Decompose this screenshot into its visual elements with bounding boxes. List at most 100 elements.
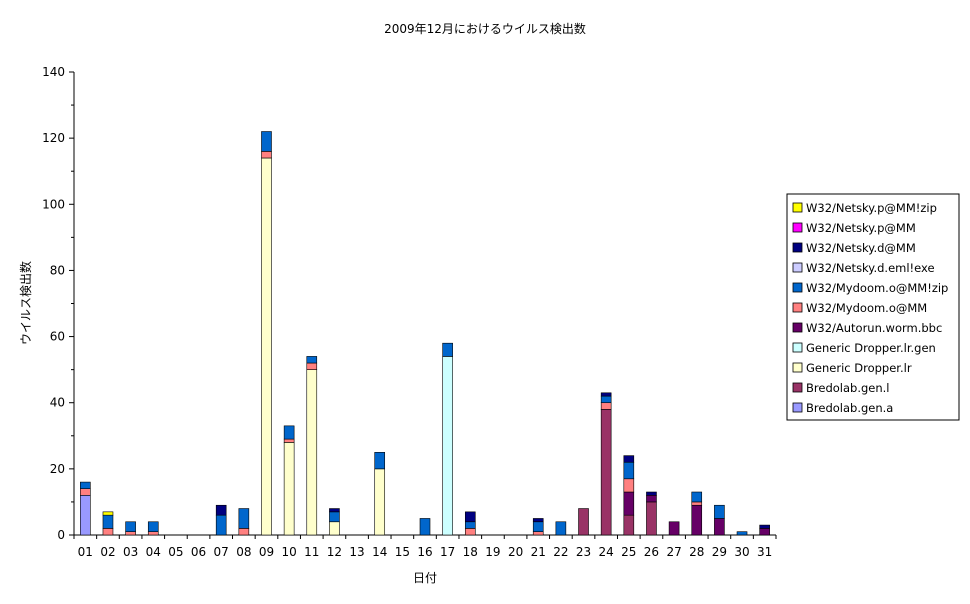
bar-segment [374, 452, 386, 470]
y-tick-label: 0 [57, 528, 65, 542]
bar-segment [238, 528, 250, 536]
bar-segment [555, 521, 567, 536]
bar-segment [102, 514, 114, 529]
legend-swatch [792, 322, 803, 333]
x-tick-label: 10 [281, 545, 296, 559]
legend-label: W32/Autorun.worm.bbc [806, 321, 942, 335]
y-tick-label: 140 [42, 65, 65, 79]
bar-segment [102, 511, 114, 516]
bar-segment [306, 369, 318, 536]
legend-label: W32/Mydoom.o@MM [806, 301, 927, 315]
bar-segment [238, 508, 250, 529]
x-tick-label: 03 [123, 545, 138, 559]
bar-segment [125, 521, 136, 532]
legend-swatch [792, 202, 803, 213]
bar-segment [736, 531, 748, 536]
x-tick-label: 25 [621, 545, 636, 559]
legend-label: Generic Dropper.lr.gen [806, 341, 936, 355]
bar-segment [623, 455, 635, 463]
bar-segment [578, 508, 589, 536]
x-tick-label: 08 [236, 545, 251, 559]
legend-box [786, 193, 960, 421]
legend: W32/Netsky.p@MM!zip W32/Netsky.p@MM W32/Ne… [786, 193, 960, 421]
x-axis-label: 日付 [413, 571, 437, 585]
bar-segment [623, 461, 635, 480]
bar-segment [215, 514, 227, 536]
x-tick-label: 22 [553, 545, 568, 559]
x-tick-label: 02 [100, 545, 115, 559]
x-tick-label: 12 [327, 545, 342, 559]
legend-swatch [792, 302, 803, 313]
legend-swatch [792, 262, 803, 273]
chart-title: 2009年12月におけるウイルス検出数 [384, 21, 586, 36]
bar-segment [464, 511, 476, 523]
legend-label: W32/Netsky.d@MM [806, 241, 916, 255]
x-tick-label: 07 [214, 545, 229, 559]
x-tick-label: 19 [485, 545, 500, 559]
bar-segment [691, 504, 703, 536]
x-tick-label: 09 [259, 545, 274, 559]
x-tick-label: 14 [372, 545, 387, 559]
x-tick-label: 27 [666, 545, 681, 559]
bar-segment [329, 521, 340, 536]
bar-segment [691, 491, 703, 503]
bar-segment [329, 508, 340, 513]
bar-segment [623, 514, 635, 536]
x-tick-label: 01 [78, 545, 93, 559]
bar-segment [714, 504, 725, 519]
bar-segment [464, 521, 476, 529]
x-tick-label: 24 [599, 545, 614, 559]
x-tick-label: 17 [440, 545, 455, 559]
bar-segment [261, 157, 272, 536]
x-tick-label: 30 [734, 545, 749, 559]
bar-segment [125, 531, 136, 536]
y-axis-label: ウイルス検出数 [18, 261, 33, 345]
y-tick-label: 80 [50, 263, 65, 277]
bar-segment [532, 531, 544, 536]
bar-segment [600, 409, 612, 536]
x-tick-label: 31 [757, 545, 772, 559]
y-tick-label: 100 [42, 197, 65, 211]
bar-segment [759, 524, 770, 529]
bar-segment [261, 151, 272, 159]
bar-segment [714, 518, 725, 536]
bar-segment [623, 491, 635, 516]
legend-swatch [792, 402, 803, 413]
x-tick-label: 18 [463, 545, 478, 559]
bar-segment [759, 528, 770, 536]
x-tick-label: 05 [168, 545, 183, 559]
legend-label: W32/Netsky.d.eml!exe [806, 261, 935, 275]
bar-segment [147, 521, 159, 532]
legend-label: Generic Dropper.lr [806, 361, 912, 375]
bar-segment [623, 478, 635, 493]
x-tick-label: 28 [689, 545, 704, 559]
y-tick-label: 40 [50, 396, 65, 410]
bar-segment [147, 531, 159, 536]
x-tick-label: 11 [304, 545, 319, 559]
bar-segment [532, 518, 544, 523]
y-tick-label: 20 [50, 462, 65, 476]
bar-segment [600, 402, 612, 410]
bar-segment [283, 442, 295, 536]
legend-swatch [792, 222, 803, 233]
legend-swatch [792, 382, 803, 393]
bar-segment [80, 481, 91, 489]
bar-segment [283, 438, 295, 443]
bar-segment [329, 511, 340, 523]
x-tick-label: 20 [508, 545, 523, 559]
bar-segment [306, 362, 318, 370]
legend-swatch [792, 362, 803, 373]
bar-segment [442, 356, 453, 536]
legend-swatch [792, 242, 803, 253]
bar-segment [600, 395, 612, 404]
y-tick-label: 60 [50, 330, 65, 344]
bar-segment [442, 342, 453, 357]
x-tick-label: 13 [349, 545, 364, 559]
legend-swatch [792, 342, 803, 353]
bar-segment [532, 521, 544, 532]
bar-segment [306, 356, 318, 364]
bar-segment [646, 495, 657, 503]
y-tick-label: 120 [42, 131, 65, 145]
bar-segment [80, 495, 91, 536]
bar-segment [102, 528, 114, 536]
